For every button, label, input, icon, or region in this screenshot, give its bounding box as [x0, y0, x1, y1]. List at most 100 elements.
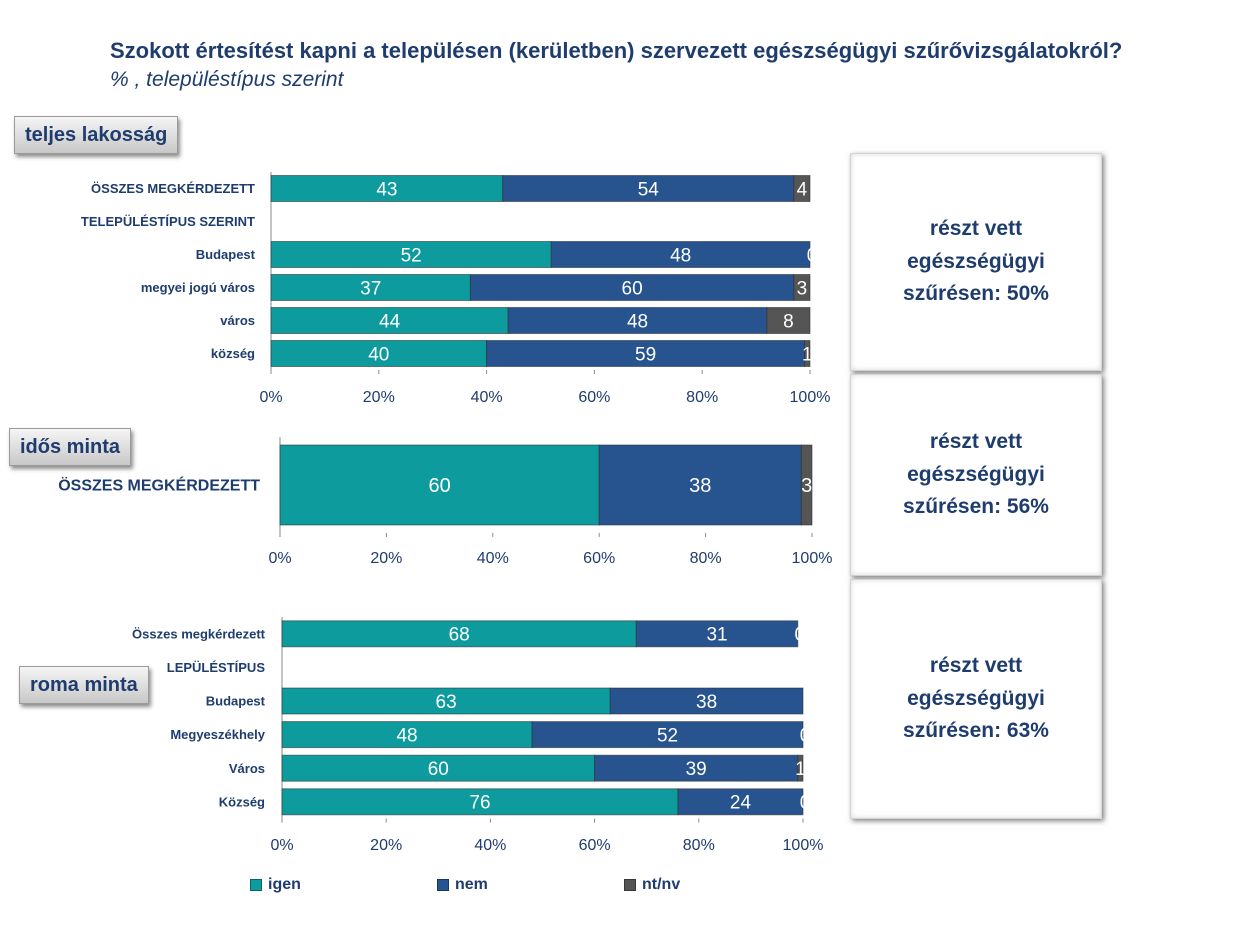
- data-label: 52: [657, 725, 678, 746]
- result-line: egészségügyi: [907, 686, 1045, 710]
- data-label: 38: [696, 692, 717, 713]
- legend-label: nem: [455, 876, 488, 893]
- category-label: Összes megkérdezett: [132, 626, 266, 641]
- legend-label: igen: [268, 876, 301, 893]
- data-label: 1: [795, 759, 806, 780]
- bar-nem: [550, 241, 811, 268]
- bar-ntnv: [793, 175, 811, 202]
- data-label: 48: [627, 311, 648, 332]
- legend-item-igen: igen: [250, 876, 301, 894]
- category-label: Budapest: [196, 247, 256, 262]
- data-label: 48: [670, 245, 691, 266]
- result-line: szűrésen: 63%: [903, 719, 1049, 743]
- x-tick-label: 0%: [259, 389, 282, 406]
- x-tick-label: 100%: [783, 837, 824, 854]
- legend-swatch-igen: [250, 879, 262, 891]
- result-line: részt vett: [929, 430, 1023, 454]
- category-label: Város: [229, 761, 265, 776]
- data-label: 60: [622, 278, 643, 299]
- data-label: 0: [805, 692, 816, 713]
- x-tick-label: 40%: [474, 837, 506, 854]
- bar-igen: [270, 274, 471, 301]
- bar-ntnv: [793, 274, 811, 301]
- bar-igen: [270, 241, 552, 268]
- bar-igen: [281, 620, 637, 648]
- bar-igen: [281, 754, 596, 782]
- x-tick-label: 0%: [270, 837, 293, 854]
- result-box-teljes-lakossag: részt vett egészségügyi szűrésen: 50%: [850, 153, 1102, 371]
- legend-item-nem: nem: [437, 876, 488, 894]
- category-label: LEPÜLÉSTÍPUS: [167, 660, 266, 675]
- section-tag-roma-minta: roma minta: [19, 666, 149, 704]
- bar-igen: [270, 307, 509, 334]
- x-tick-label: 0%: [268, 550, 291, 567]
- data-label: 24: [730, 793, 752, 814]
- result-line: szűrésen: 56%: [903, 495, 1049, 519]
- chart-title: Szokott értesítést kapni a településen (…: [110, 38, 1123, 63]
- x-tick-label: 80%: [690, 550, 722, 567]
- data-label: 76: [469, 793, 490, 814]
- bar-ntnv: [800, 444, 813, 526]
- result-box-roma-minta: részt vett egészségügyi szűrésen: 63%: [850, 579, 1102, 819]
- result-line: egészségügyi: [907, 462, 1045, 486]
- data-label: 44: [379, 311, 401, 332]
- data-label: 8: [783, 311, 794, 332]
- category-label: község: [211, 346, 255, 361]
- x-tick-label: 80%: [686, 389, 718, 406]
- result-box-idos-minta: részt vett egészségügyi szűrésen: 56%: [850, 374, 1102, 576]
- x-tick-label: 20%: [370, 837, 402, 854]
- data-label: 60: [428, 475, 450, 497]
- x-tick-label: 100%: [792, 550, 833, 567]
- data-label: 37: [360, 278, 381, 299]
- result-line: szűrésen: 50%: [903, 282, 1049, 306]
- bar-igen: [279, 444, 600, 526]
- x-tick-label: 100%: [790, 389, 831, 406]
- data-label: 48: [396, 725, 417, 746]
- data-label: 0: [807, 245, 818, 266]
- data-label: 39: [686, 759, 707, 780]
- data-label: 4: [797, 179, 808, 200]
- x-tick-label: 80%: [683, 837, 715, 854]
- bar-nem: [531, 721, 804, 749]
- section-tag-idos-minta: idős minta: [9, 428, 132, 466]
- data-label: 60: [428, 759, 449, 780]
- legend-item-ntnv: nt/nv: [624, 876, 680, 894]
- result-line: részt vett: [929, 654, 1023, 678]
- bar-nem: [594, 754, 799, 782]
- bar-nem: [609, 687, 804, 715]
- category-label: TELEPÜLÉSTÍPUS SZERINT: [81, 214, 255, 229]
- bar-nem: [635, 620, 799, 648]
- data-label: 43: [376, 179, 397, 200]
- x-tick-label: 60%: [579, 837, 611, 854]
- category-label: ÖSSZES MEGKÉRDEZETT: [58, 476, 260, 495]
- x-tick-label: 60%: [578, 389, 610, 406]
- data-label: 3: [801, 475, 812, 497]
- bar-igen: [270, 175, 504, 202]
- x-tick-label: 60%: [583, 550, 615, 567]
- legend-label: nt/nv: [642, 876, 681, 893]
- data-label: 0: [800, 725, 811, 746]
- bar-ntnv: [766, 307, 811, 334]
- data-label: 3: [797, 278, 808, 299]
- section-tag-teljes-lakossag: teljes lakosság: [14, 116, 179, 154]
- category-label: Megyeszékhely: [170, 727, 265, 742]
- category-label: Budapest: [206, 694, 266, 709]
- data-label: 54: [638, 179, 660, 200]
- category-label: ÖSSZES MEGKÉRDEZETT: [91, 181, 255, 196]
- bar-nem: [486, 340, 806, 367]
- data-label: 0: [800, 793, 811, 814]
- data-label: 31: [706, 625, 727, 646]
- x-tick-label: 40%: [477, 550, 509, 567]
- bar-nem: [507, 307, 768, 334]
- data-label: 52: [401, 245, 422, 266]
- data-label: 38: [689, 475, 711, 497]
- category-label: Község: [219, 794, 265, 809]
- result-line: részt vett: [929, 217, 1023, 241]
- data-label: 63: [436, 692, 457, 713]
- category-label: város: [220, 313, 255, 328]
- bar-ntnv: [804, 340, 811, 367]
- data-label: 40: [368, 344, 389, 365]
- data-label: 68: [449, 625, 470, 646]
- x-tick-label: 20%: [370, 550, 402, 567]
